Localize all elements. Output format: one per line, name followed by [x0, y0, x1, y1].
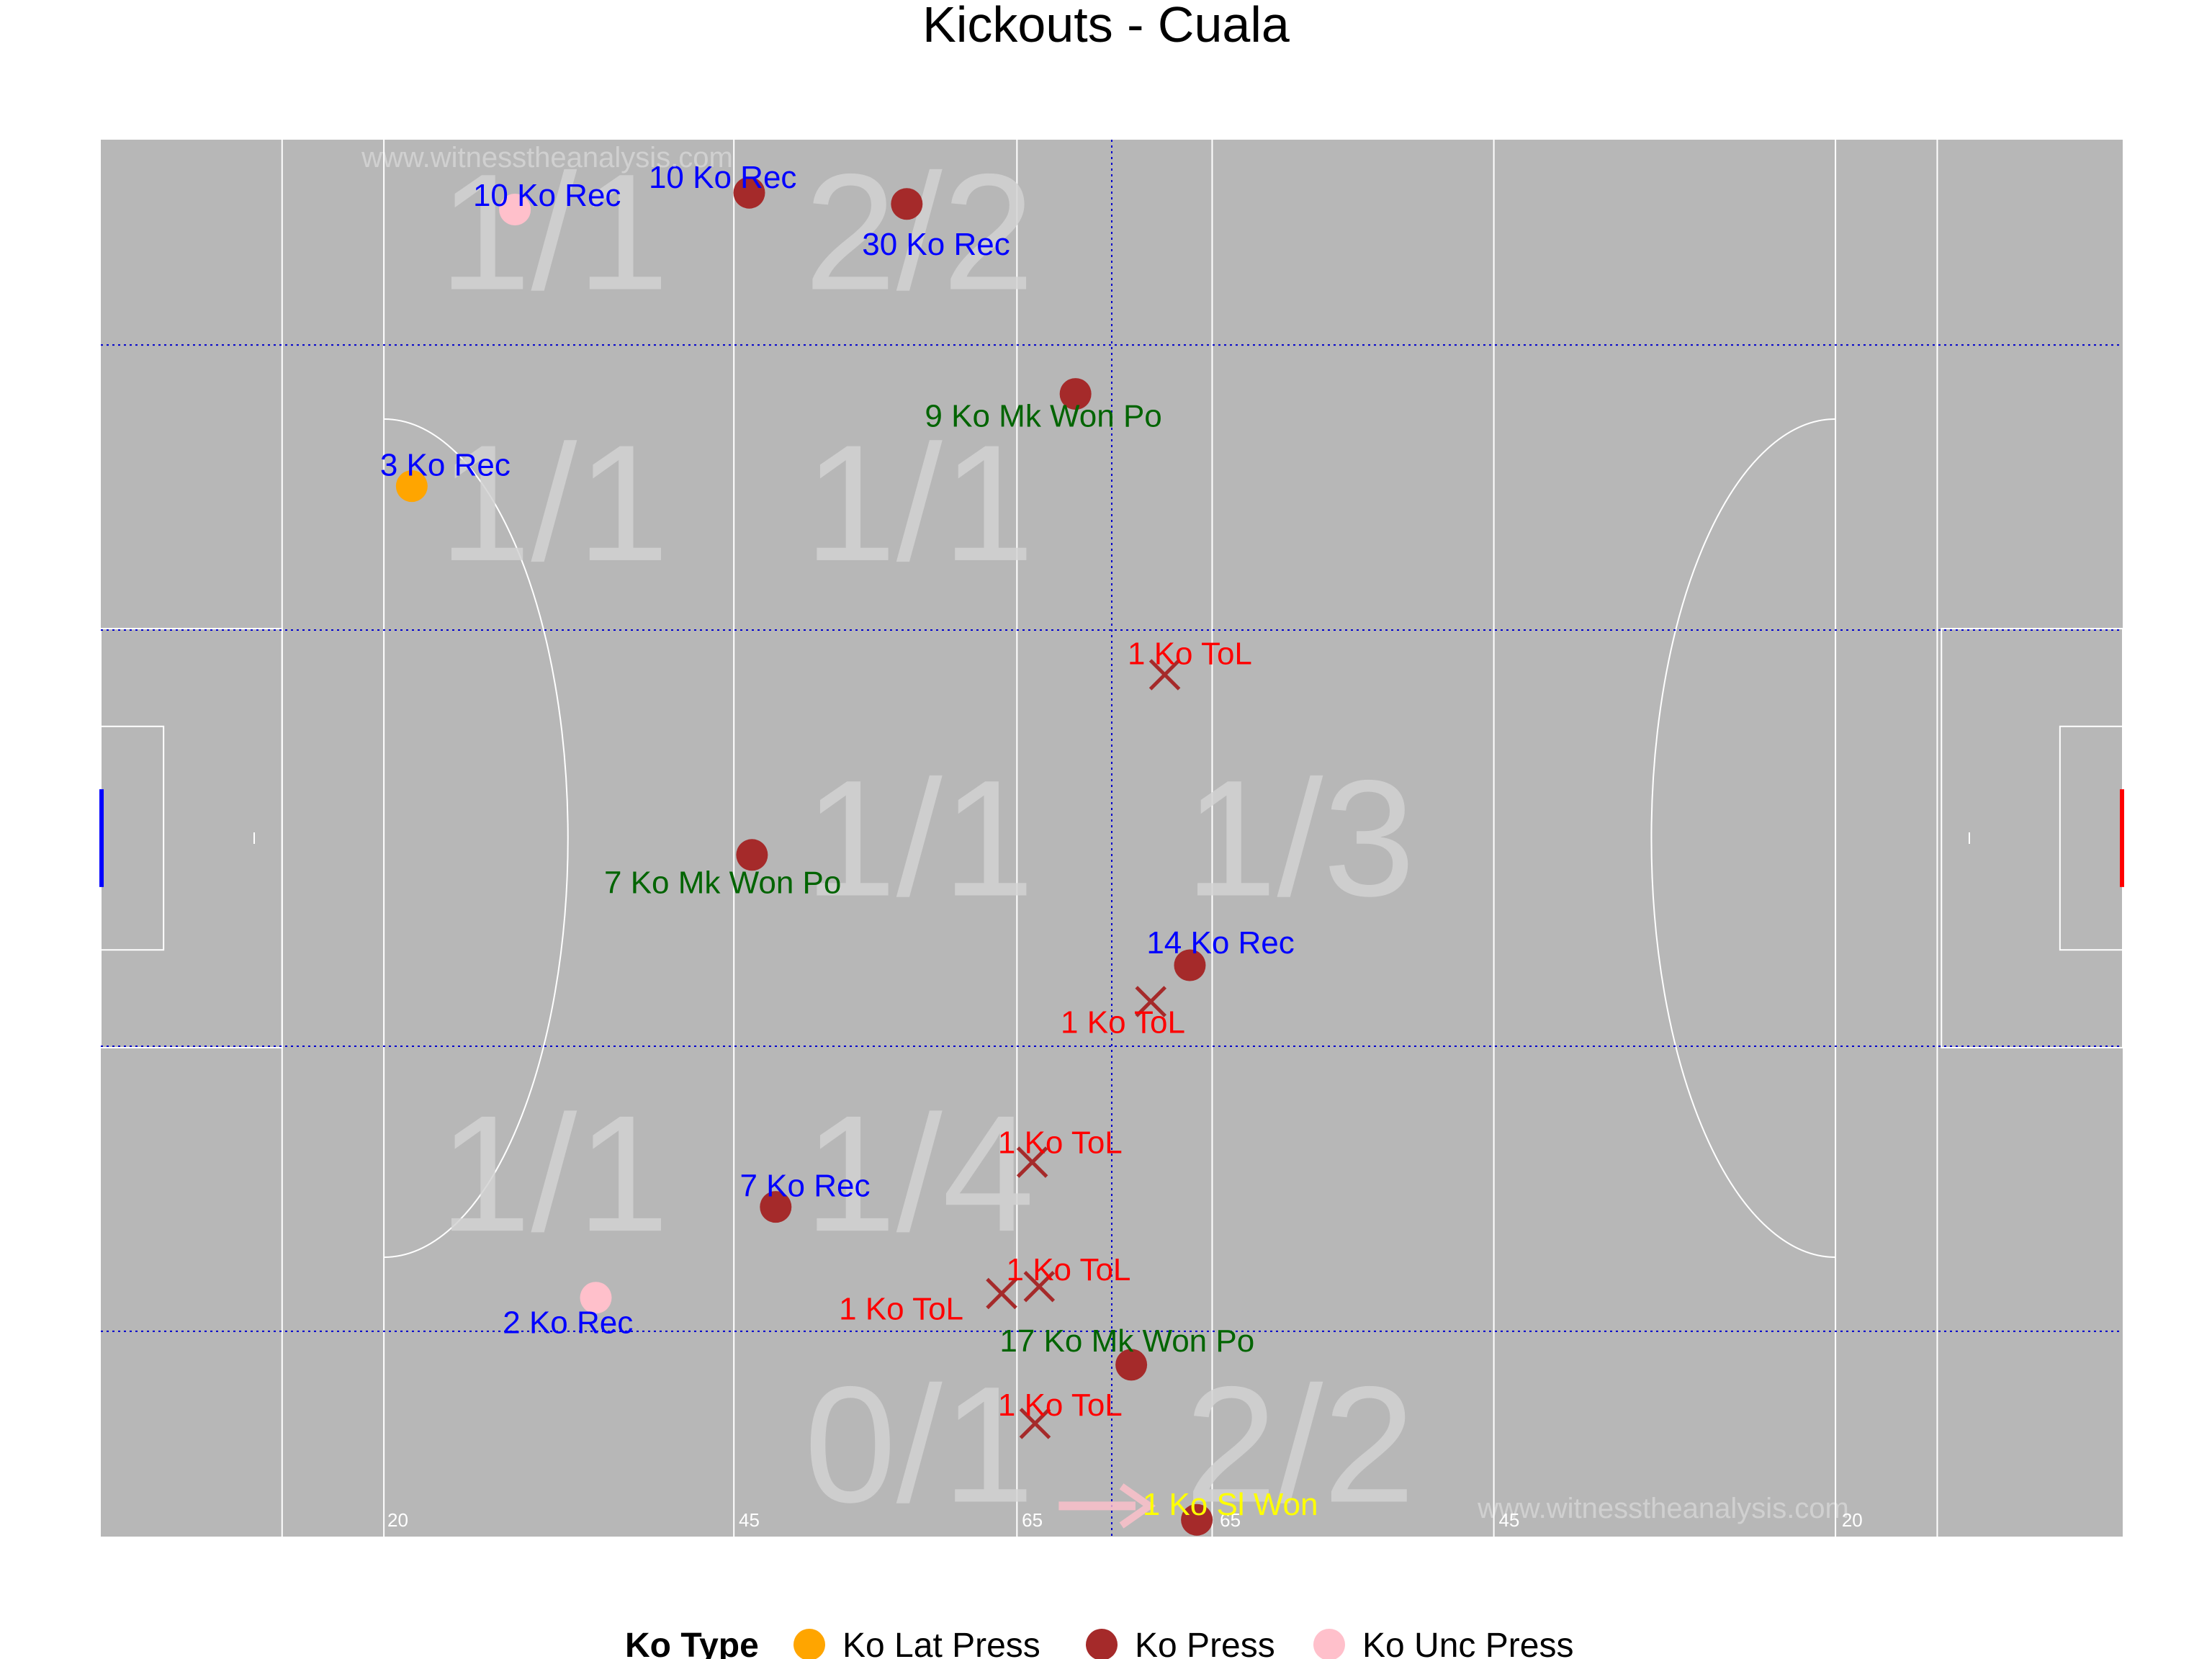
- chart-title: Kickouts - Cuala: [922, 0, 1290, 53]
- pitch-area: 20 45 65 65 45 20: [99, 140, 2124, 1537]
- watermark-top: www.witnesstheanalysis.com: [361, 142, 733, 174]
- annotation-15: 1 Ko ToL: [998, 1388, 1123, 1423]
- annotation-2: 30 Ko Rec: [862, 227, 1010, 262]
- legend-swatch-1: [1086, 1629, 1118, 1659]
- direction-arrow-head: [1119, 1483, 1156, 1529]
- kickout-point-11: [580, 1282, 612, 1314]
- annotation-13: 1 Ko ToL: [839, 1291, 963, 1326]
- zone-count-2: 1/1: [439, 410, 670, 595]
- pitch-tick-label-4: 45: [1498, 1509, 1519, 1531]
- kickout-point-4: [395, 470, 428, 503]
- kickout-point-lost-12: [986, 1277, 1017, 1310]
- kickout-point-2: [891, 188, 923, 220]
- annotation-9: 1 Ko ToL: [998, 1125, 1123, 1160]
- legend: Ko Type Ko Lat Press Ko Press Ko Unc Press: [625, 1627, 1573, 1659]
- pitch-tick-label-0: 20: [387, 1509, 408, 1531]
- annotation-14: 17 Ko Mk Won Po: [999, 1323, 1254, 1359]
- annotation-0: 10 Ko Rec: [473, 178, 621, 213]
- arc-left: [384, 418, 569, 1258]
- annotation-12: 1 Ko ToL: [1007, 1252, 1131, 1287]
- annotation-3: 9 Ko Mk Won Po: [925, 399, 1161, 434]
- annotation-7: 14 Ko Rec: [1146, 925, 1294, 961]
- point-cross-b-15: [1019, 1408, 1051, 1439]
- pitch-tick-label-3: 65: [1220, 1509, 1241, 1531]
- kickout-point-1: [733, 176, 765, 209]
- watermark-bottom: www.witnesstheanalysis.com: [1477, 1493, 1849, 1524]
- point-cross-b-5: [1148, 659, 1181, 691]
- kickout-annotations: 10 Ko Rec 10 Ko Rec 30 Ko Rec 9 Ko Mk Won P…: [380, 160, 1318, 1522]
- kickout-point-10: [760, 1191, 792, 1223]
- legend-label-1: Ko Press: [1135, 1627, 1275, 1659]
- pitch-tick-label-5: 20: [1842, 1509, 1863, 1531]
- legend-title: Ko Type: [625, 1627, 759, 1659]
- point-cross-b-8: [1135, 986, 1166, 1017]
- kickout-point-lost-8: [1135, 986, 1166, 1017]
- legend-label-0: Ko Lat Press: [842, 1627, 1040, 1659]
- kickout-point-3: [1059, 378, 1092, 410]
- legend-swatch-2: [1313, 1629, 1345, 1659]
- pitch-tick-label-2: 65: [1022, 1509, 1043, 1531]
- kickout-point-lost-15: [1019, 1408, 1051, 1439]
- annotation-8: 1 Ko ToL: [1061, 1005, 1185, 1040]
- legend-label-2: Ko Unc Press: [1362, 1627, 1573, 1659]
- kickout-point-6: [736, 839, 768, 871]
- zone-count-6: 1/1: [439, 1081, 670, 1266]
- kickout-point-lost-5: [1148, 659, 1181, 691]
- zone-count-4: 1/1: [804, 746, 1035, 931]
- kickout-point-lost-9: [1016, 1146, 1048, 1178]
- zone-count-9: 2/2: [1185, 1352, 1416, 1537]
- pitch-tick-label-1: 45: [739, 1509, 760, 1531]
- kickout-point-lost-13: [1023, 1270, 1056, 1303]
- annotation-6: 7 Ko Mk Won Po: [604, 866, 841, 901]
- point-cross-b-12: [986, 1277, 1017, 1310]
- annotation-16: 1 Ko Sl Won: [1143, 1487, 1318, 1522]
- annotation-5: 1 Ko ToL: [1128, 636, 1252, 671]
- annotation-1: 10 Ko Rec: [649, 160, 796, 195]
- annotation-4: 3 Ko Rec: [380, 448, 511, 483]
- annotation-10: 7 Ko Rec: [739, 1169, 870, 1204]
- zone-count-3: 1/1: [804, 410, 1035, 595]
- arc-right: [1650, 418, 1836, 1258]
- annotation-11: 2 Ko Rec: [503, 1305, 633, 1341]
- zone-count-1: 2/2: [804, 140, 1035, 325]
- zone-count-labels: 1/1 2/2 1/1 1/1 1/1 1/3 1/1 1/4 0/1 2/2: [439, 140, 1416, 1537]
- zone-count-5: 1/3: [1185, 746, 1416, 931]
- kickout-point-7: [1174, 949, 1206, 981]
- zone-count-8: 0/1: [804, 1352, 1035, 1537]
- zone-count-0: 1/1: [439, 140, 670, 325]
- kickout-point-14: [1115, 1349, 1148, 1381]
- point-cross-b-9: [1016, 1146, 1048, 1178]
- legend-swatch-0: [793, 1629, 825, 1659]
- point-cross-b-13: [1023, 1270, 1056, 1303]
- watermarks: www.witnesstheanalysis.com www.witnessth…: [361, 142, 1849, 1524]
- kickout-points: [395, 176, 1213, 1536]
- kickout-point-0: [499, 194, 531, 225]
- zone-count-7: 1/4: [804, 1081, 1035, 1266]
- direction-arrows: [1058, 1483, 1156, 1529]
- kickout-point-16: [1181, 1503, 1213, 1536]
